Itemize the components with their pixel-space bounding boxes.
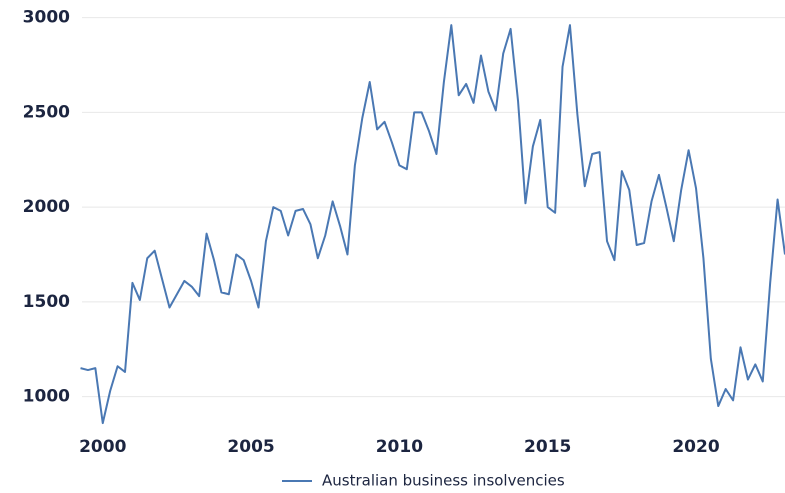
- y-tick-label: 3000: [23, 8, 70, 28]
- x-tick-label: 2010: [376, 437, 423, 457]
- y-tick-label: 1500: [23, 292, 70, 312]
- x-tick-label: 2015: [524, 437, 571, 457]
- data-line: [80, 24, 785, 425]
- x-tick-label: 2020: [672, 437, 719, 457]
- x-tick-label: 2005: [227, 437, 274, 457]
- y-tick-label: 2000: [23, 197, 70, 217]
- y-tick-label: 2500: [23, 102, 70, 122]
- x-tick-label: 2000: [79, 437, 126, 457]
- legend-label: Australian business insolvencies: [322, 472, 565, 490]
- y-tick-label: 1000: [23, 387, 70, 407]
